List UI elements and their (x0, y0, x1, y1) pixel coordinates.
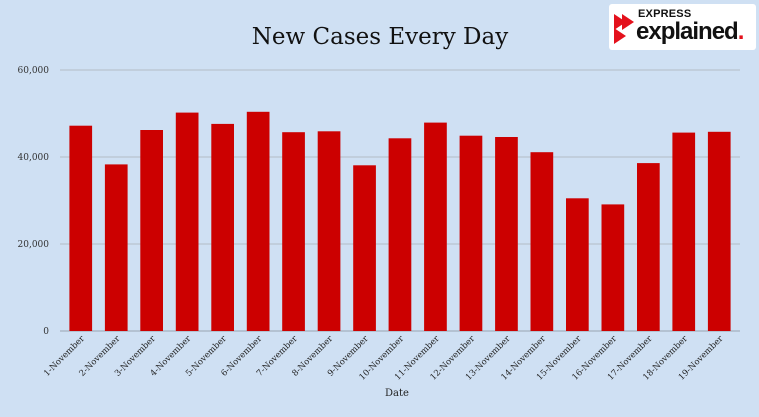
chart-title: New Cases Every Day (252, 24, 508, 50)
bar-2-november (104, 164, 128, 331)
express-explained-logo: EXPRESS explained. (609, 4, 756, 50)
bar-5-november (211, 123, 234, 332)
y-tick-label: 20,000 (18, 240, 50, 250)
y-tick-label: 40,000 (18, 153, 50, 163)
bars (69, 111, 731, 332)
bar-9-november (353, 165, 376, 331)
bar-19-november (707, 131, 731, 331)
bar-10-november (388, 138, 412, 331)
bar-13-november (495, 137, 518, 331)
bar-12-november (459, 135, 483, 331)
x-axis-label: Date (385, 388, 409, 399)
logo-dot: . (737, 18, 745, 45)
y-tick-label: 60,000 (18, 66, 50, 76)
bar-11-november (424, 122, 447, 331)
bar-8-november (317, 131, 341, 331)
logo-main-text: explained. (636, 18, 745, 46)
bar-14-november (530, 152, 554, 331)
y-axis: 0 20,000 40,000 60,000 (18, 66, 50, 337)
y-tick-label: 0 (43, 327, 49, 337)
bar-15-november (566, 198, 589, 331)
bar-3-november (140, 130, 163, 331)
x-axis: 1-November2-November3-November4-November… (42, 333, 726, 382)
logo-top-text: EXPRESS (638, 8, 692, 20)
bar-18-november (672, 132, 696, 331)
bar-16-november (601, 204, 625, 331)
bar-17-november (637, 163, 660, 331)
logo-mark-icon (614, 14, 634, 44)
logo-main-word: explained (636, 18, 739, 45)
bar-7-november (282, 132, 305, 331)
bar-1-november (69, 125, 93, 331)
bar-6-november (246, 111, 270, 331)
bar-4-november (175, 112, 199, 331)
